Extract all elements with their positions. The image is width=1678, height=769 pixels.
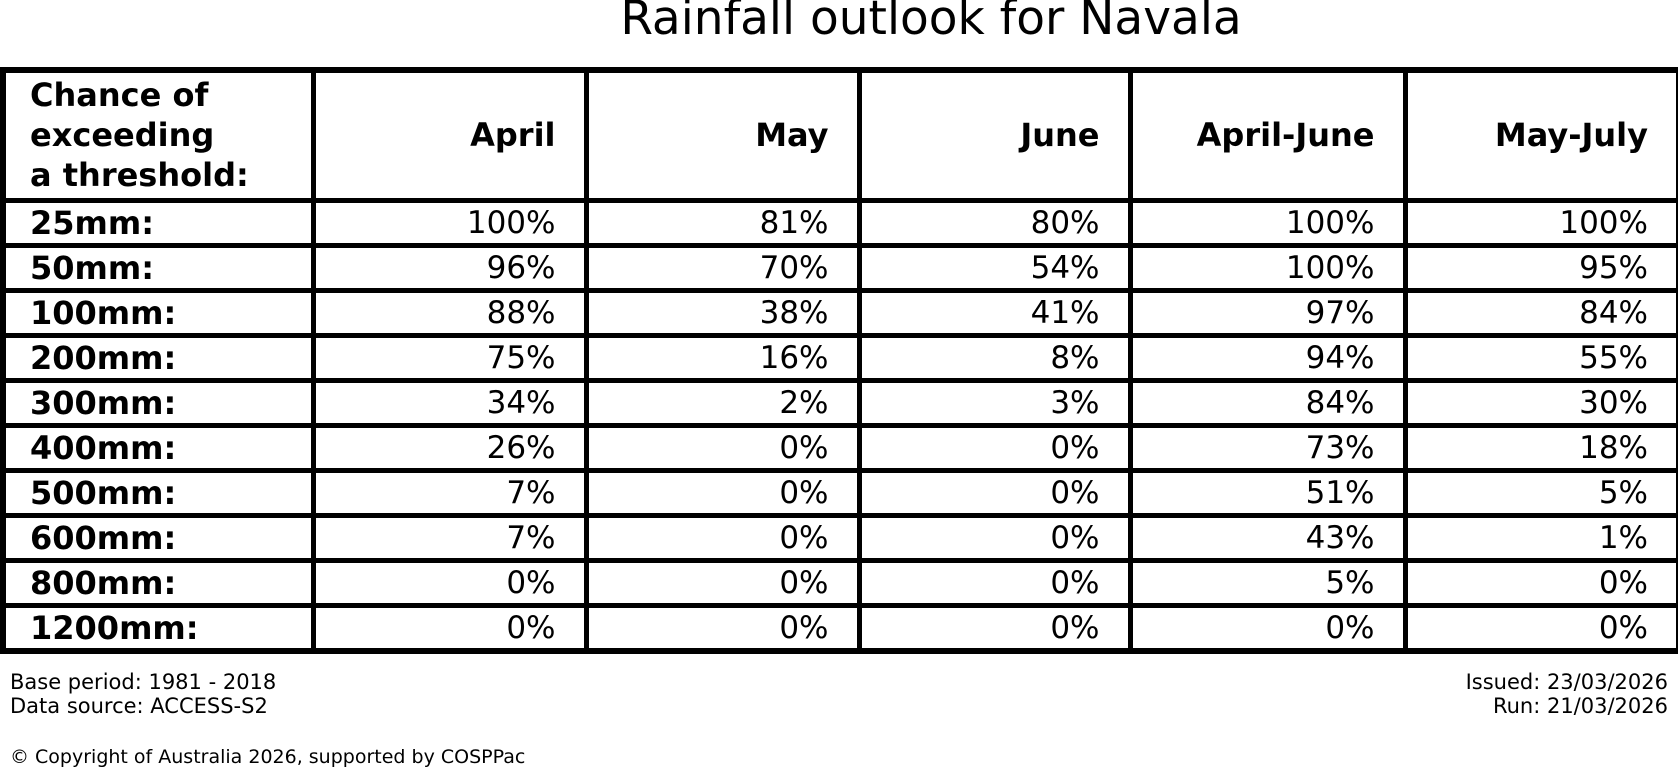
probability-value: 84%: [1402, 287, 1678, 338]
probability-value: 0%: [856, 422, 1133, 473]
threshold-label: 100mm:: [0, 287, 316, 338]
copyright-text: © Copyright of Australia 2026, supported…: [10, 746, 526, 768]
column-header-april: April: [310, 67, 589, 203]
table-row: 50mm: 96% 70% 54% 100% 95%: [0, 242, 1678, 293]
column-header-june: June: [856, 67, 1133, 203]
table-header-row: Chance of exceeding a threshold: April M…: [0, 67, 1678, 203]
probability-value: 73%: [1127, 422, 1408, 473]
probability-value: 0%: [856, 512, 1133, 563]
probability-value: 88%: [310, 287, 589, 338]
threshold-label: 200mm:: [0, 332, 316, 383]
probability-value: 26%: [310, 422, 589, 473]
threshold-label: 500mm:: [0, 467, 316, 518]
table-row: 600mm: 7% 0% 0% 43% 1%: [0, 512, 1678, 563]
probability-value: 100%: [1127, 242, 1408, 293]
probability-value: 84%: [1127, 377, 1408, 428]
table-row: 1200mm: 0% 0% 0% 0% 0%: [0, 602, 1678, 653]
column-header-april-june: April-June: [1127, 67, 1408, 203]
probability-value: 7%: [310, 467, 589, 518]
run-date-text: Run: 21/03/2026: [1492, 693, 1668, 718]
probability-value: 0%: [310, 602, 589, 653]
rainfall-outlook-table: Chance of exceeding a threshold: April M…: [0, 67, 1678, 654]
probability-value: 5%: [1127, 557, 1408, 608]
data-source-text: Data source: ACCESS-S2: [10, 693, 268, 718]
probability-value: 41%: [856, 287, 1133, 338]
probability-value: 0%: [583, 422, 862, 473]
probability-value: 8%: [856, 332, 1133, 383]
threshold-label: 400mm:: [0, 422, 316, 473]
column-header-threshold: Chance of exceeding a threshold:: [0, 67, 316, 203]
probability-value: 0%: [856, 602, 1133, 653]
probability-value: 0%: [1402, 557, 1678, 608]
probability-value: 0%: [310, 557, 589, 608]
probability-value: 100%: [1402, 197, 1678, 248]
table-row: 200mm: 75% 16% 8% 94% 55%: [0, 332, 1678, 383]
probability-value: 97%: [1127, 287, 1408, 338]
probability-value: 70%: [583, 242, 862, 293]
probability-value: 18%: [1402, 422, 1678, 473]
column-header-may-july: May-July: [1402, 67, 1678, 203]
base-period-text: Base period: 1981 - 2018: [10, 670, 277, 694]
probability-value: 51%: [1127, 467, 1408, 518]
probability-value: 30%: [1402, 377, 1678, 428]
probability-value: 96%: [310, 242, 589, 293]
table-row: 400mm: 26% 0% 0% 73% 18%: [0, 422, 1678, 473]
probability-value: 100%: [1127, 197, 1408, 248]
threshold-label: 800mm:: [0, 557, 316, 608]
probability-value: 5%: [1402, 467, 1678, 518]
table-row: 100mm: 88% 38% 41% 97% 84%: [0, 287, 1678, 338]
probability-value: 94%: [1127, 332, 1408, 383]
probability-value: 43%: [1127, 512, 1408, 563]
issued-date-text: Issued: 23/03/2026: [1465, 670, 1668, 694]
probability-value: 0%: [583, 467, 862, 518]
footer-left: Base period: 1981 - 2018 Data source: AC…: [10, 670, 277, 718]
probability-value: 1%: [1402, 512, 1678, 563]
probability-value: 54%: [856, 242, 1133, 293]
table-row: 300mm: 34% 2% 3% 84% 30%: [0, 377, 1678, 428]
threshold-label: 300mm:: [0, 377, 316, 428]
probability-value: 34%: [310, 377, 589, 428]
table-row: 800mm: 0% 0% 0% 5% 0%: [0, 557, 1678, 608]
probability-value: 95%: [1402, 242, 1678, 293]
probability-value: 38%: [583, 287, 862, 338]
probability-value: 7%: [310, 512, 589, 563]
threshold-label: 50mm:: [0, 242, 316, 293]
probability-value: 0%: [583, 602, 862, 653]
threshold-label: 25mm:: [0, 197, 316, 248]
probability-value: 0%: [583, 557, 862, 608]
probability-value: 55%: [1402, 332, 1678, 383]
probability-value: 80%: [856, 197, 1133, 248]
probability-value: 16%: [583, 332, 862, 383]
footer-right: Issued: 23/03/2026 Run: 21/03/2026: [1465, 670, 1668, 718]
probability-value: 0%: [1402, 602, 1678, 653]
threshold-label: 600mm:: [0, 512, 316, 563]
probability-value: 0%: [856, 557, 1133, 608]
probability-value: 0%: [856, 467, 1133, 518]
table-row: 500mm: 7% 0% 0% 51% 5%: [0, 467, 1678, 518]
probability-value: 75%: [310, 332, 589, 383]
probability-value: 100%: [310, 197, 589, 248]
column-header-may: May: [583, 67, 862, 203]
threshold-label: 1200mm:: [0, 602, 316, 653]
probability-value: 0%: [1127, 602, 1408, 653]
table-row: 25mm: 100% 81% 80% 100% 100%: [0, 197, 1678, 248]
probability-value: 0%: [583, 512, 862, 563]
probability-value: 81%: [583, 197, 862, 248]
probability-value: 3%: [856, 377, 1133, 428]
table-body: 25mm: 100% 81% 80% 100% 100% 50mm: 96% 70% 54% 100…: [0, 197, 1678, 653]
probability-value: 2%: [583, 377, 862, 428]
page-title: Rainfall outlook for Navala: [620, 0, 1242, 46]
